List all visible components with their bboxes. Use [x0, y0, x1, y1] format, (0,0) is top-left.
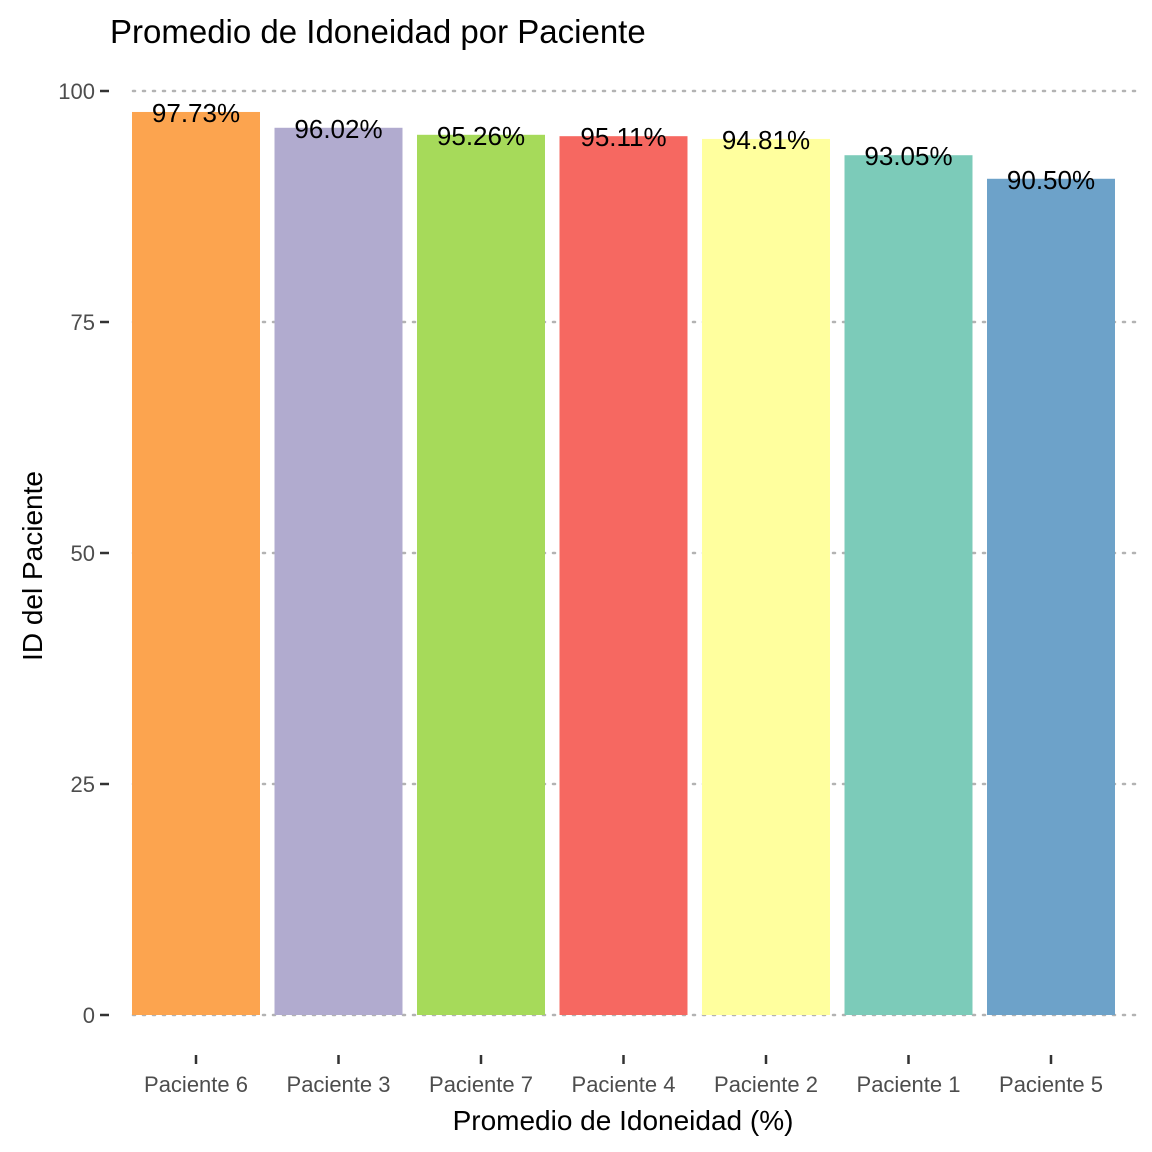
x-tick-label: Paciente 2: [714, 1072, 818, 1097]
bar: [132, 111, 260, 1016]
bar: [559, 136, 688, 1015]
bar: [844, 155, 973, 1015]
y-tick-label: 25: [71, 772, 95, 797]
y-tick-label: 0: [83, 1003, 95, 1028]
y-axis-title: ID del Paciente: [17, 471, 48, 661]
y-tick-label: 100: [58, 79, 95, 104]
bar: [702, 138, 830, 1016]
bars: [132, 111, 1115, 1016]
y-axis: 0 25 50 75 100: [58, 79, 109, 1028]
bar: [417, 134, 545, 1015]
x-axis: Paciente 6 Paciente 3 Paciente 7 Paciente 4…: [144, 1055, 1103, 1097]
x-tick-label: Paciente 6: [144, 1072, 248, 1097]
bar: [274, 127, 403, 1015]
data-label: 95.11%: [580, 122, 666, 152]
data-label: 94.81%: [722, 125, 810, 155]
x-tick-label: Paciente 5: [999, 1072, 1103, 1097]
data-label: 97.73%: [152, 98, 240, 128]
x-tick-label: Paciente 4: [572, 1072, 676, 1097]
data-label: 96.02%: [294, 114, 382, 144]
data-label: 90.50%: [1007, 165, 1095, 195]
x-tick-label: Paciente 1: [857, 1072, 961, 1097]
x-tick-label: Paciente 7: [429, 1072, 533, 1097]
data-label: 93.05%: [864, 141, 952, 171]
y-tick-label: 50: [71, 541, 95, 566]
data-labels: 97.73% 96.02% 95.26% 95.11% 94.81% 93.05% 90.5…: [152, 98, 1095, 195]
data-label: 95.26%: [437, 121, 525, 151]
x-axis-title: Promedio de Idoneidad (%): [453, 1105, 794, 1136]
bar: [987, 178, 1115, 1015]
chart-title: Promedio de Idoneidad por Paciente: [110, 13, 646, 50]
y-tick-label: 75: [71, 310, 95, 335]
x-tick-label: Paciente 3: [287, 1072, 391, 1097]
